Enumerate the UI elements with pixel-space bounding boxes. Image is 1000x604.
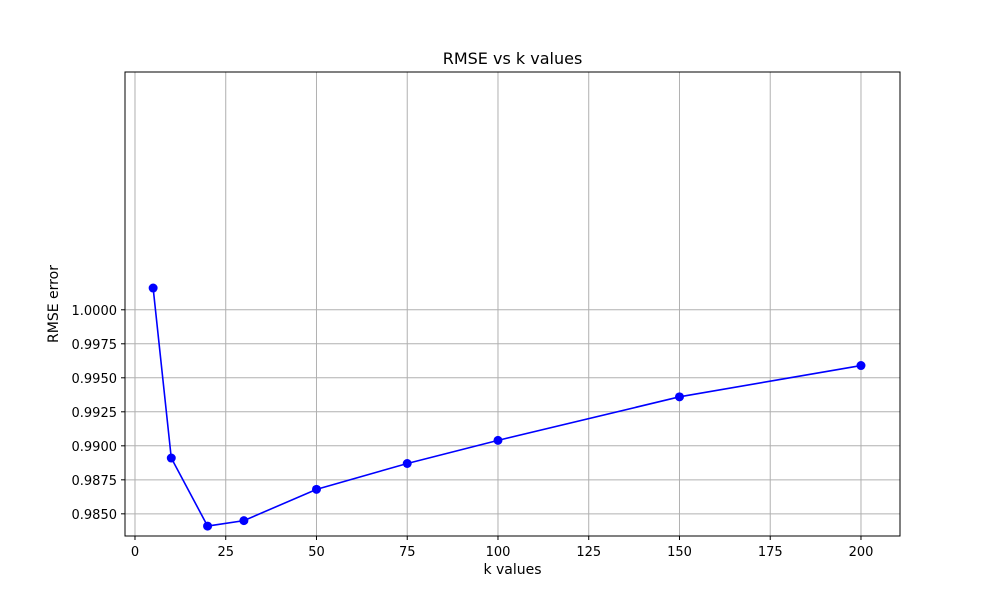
- data-point: [493, 435, 503, 445]
- y-axis-ticks: 0.9850 0.9875 0.9900 0.9925 0.9950 0.9975 1.00…: [72, 304, 125, 523]
- plot-frame: [124, 71, 901, 537]
- y-tick-label: 0.9875: [72, 474, 118, 489]
- data-point: [402, 458, 412, 468]
- chart-title: RMSE vs k values: [443, 49, 583, 68]
- x-tick-label: 25: [217, 545, 234, 560]
- y-tick-label: 0.9950: [72, 372, 118, 387]
- y-tick-label: 0.9850: [72, 508, 118, 523]
- x-tick-label: 50: [308, 545, 325, 560]
- x-tick-label: 175: [758, 545, 783, 560]
- series-layer: [148, 283, 866, 531]
- data-point: [239, 516, 249, 526]
- x-tick-label: 125: [576, 545, 601, 560]
- x-axis-ticks: 0 25 50 75 100 125 150 175 200: [131, 536, 874, 560]
- x-tick-label: 75: [399, 545, 416, 560]
- y-tick-label: 0.9900: [72, 440, 118, 455]
- grid: [125, 72, 900, 536]
- series-line: [152, 287, 862, 527]
- x-tick-label: 0: [131, 545, 139, 560]
- y-tick-label: 1.0000: [72, 304, 118, 319]
- data-point: [311, 484, 321, 494]
- data-point: [203, 521, 213, 531]
- data-point: [166, 453, 176, 463]
- x-tick-label: 200: [849, 545, 874, 560]
- data-point: [674, 392, 684, 402]
- y-tick-label: 0.9925: [72, 406, 118, 421]
- x-tick-label: 100: [486, 545, 511, 560]
- data-point: [148, 283, 158, 293]
- y-axis-label: RMSE error: [46, 265, 62, 343]
- x-tick-label: 150: [667, 545, 692, 560]
- data-point: [856, 361, 866, 371]
- x-axis-label: k values: [483, 562, 541, 578]
- y-tick-label: 0.9975: [72, 338, 118, 353]
